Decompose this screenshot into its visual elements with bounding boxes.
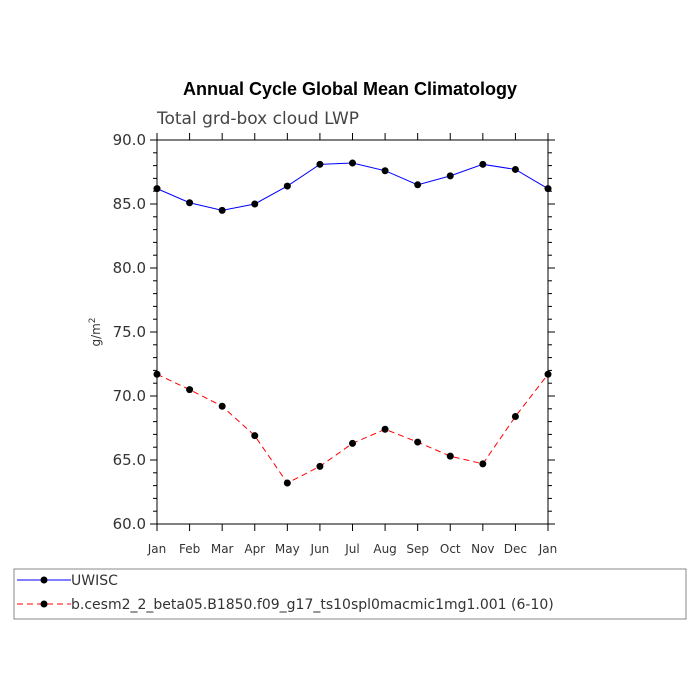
series-1-point <box>544 185 552 193</box>
y-tick-label: 90.0 <box>113 131 146 149</box>
x-tick-label: Mar <box>211 542 234 556</box>
series-1-point <box>218 206 226 214</box>
series-1-point <box>186 199 194 207</box>
y-axis-label-text: g/m <box>89 323 103 346</box>
x-tick-label: Aug <box>373 542 396 556</box>
x-tick-label: Nov <box>471 542 494 556</box>
legend: UWISC b.cesm2_2_beta05.B1850.f09_g17_ts10… <box>17 573 554 613</box>
x-tick-label: Dec <box>504 542 527 556</box>
svg-text:g/m2: g/m2 <box>88 317 103 346</box>
x-tick-label: Jan <box>538 542 558 556</box>
series-2-point <box>544 370 552 378</box>
legend-label-2: b.cesm2_2_beta05.B1850.f09_g17_ts10spl0m… <box>71 597 554 613</box>
y-tick-label: 80.0 <box>113 259 146 277</box>
x-tick-label: Jan <box>147 542 167 556</box>
y-tick-label: 70.0 <box>113 387 146 405</box>
x-tick-label: Sep <box>406 542 429 556</box>
series-2-point <box>479 460 487 468</box>
x-tick-label: Jul <box>344 542 359 556</box>
series-2-point <box>316 462 324 470</box>
legend-marker-1 <box>40 576 48 584</box>
x-tick-label: Oct <box>440 542 461 556</box>
plot-frame <box>156 139 549 525</box>
series-2-point <box>511 412 519 420</box>
series-2-point <box>381 425 389 433</box>
y-axis-label-superscript: 2 <box>88 317 98 323</box>
x-tick-label: Jun <box>310 542 330 556</box>
series-layer <box>153 159 552 487</box>
series-line-1 <box>156 162 549 211</box>
legend-box <box>13 568 687 620</box>
series-line-2 <box>156 373 549 484</box>
series-1-point <box>479 160 487 168</box>
x-axis-ticks: Jan Feb Mar Apr May Jun Jul Aug Sep Oct Nov Dec Jan <box>147 133 558 556</box>
x-tick-label: Apr <box>244 542 265 556</box>
legend-marker-2 <box>40 600 48 608</box>
series-1-point <box>381 167 389 175</box>
y-tick-label: 75.0 <box>113 323 146 341</box>
series-1-point <box>283 182 291 190</box>
chart-title: Annual Cycle Global Mean Climatology <box>183 79 517 99</box>
chart-subtitle: Total grd-box cloud LWP <box>156 109 359 129</box>
series-1-point <box>316 160 324 168</box>
series-2-point <box>349 439 356 447</box>
series-1-point <box>153 185 161 193</box>
y-tick-label: 60.0 <box>113 515 146 533</box>
series-2-point <box>251 432 259 440</box>
series-2-point <box>446 452 454 460</box>
x-tick-label: May <box>275 542 300 556</box>
y-axis-label: g/m2 <box>88 317 103 346</box>
series-1-point <box>414 181 422 189</box>
series-1-point <box>511 165 519 173</box>
y-axis-ticks: 90.0 85.0 80.0 75.0 70.0 65.0 60.0 <box>113 131 555 533</box>
y-tick-label: 65.0 <box>113 451 146 469</box>
series-2-point <box>153 370 161 378</box>
series-2-point <box>186 386 194 394</box>
y-tick-label: 85.0 <box>113 195 146 213</box>
x-tick-label: Feb <box>179 542 200 556</box>
series-2-point <box>414 438 422 446</box>
series-2-point <box>283 479 291 487</box>
series-1-point <box>349 159 356 167</box>
series-1-point <box>446 172 454 180</box>
series-2-point <box>218 402 226 410</box>
legend-label-1: UWISC <box>71 573 118 589</box>
series-1-point <box>251 200 259 208</box>
